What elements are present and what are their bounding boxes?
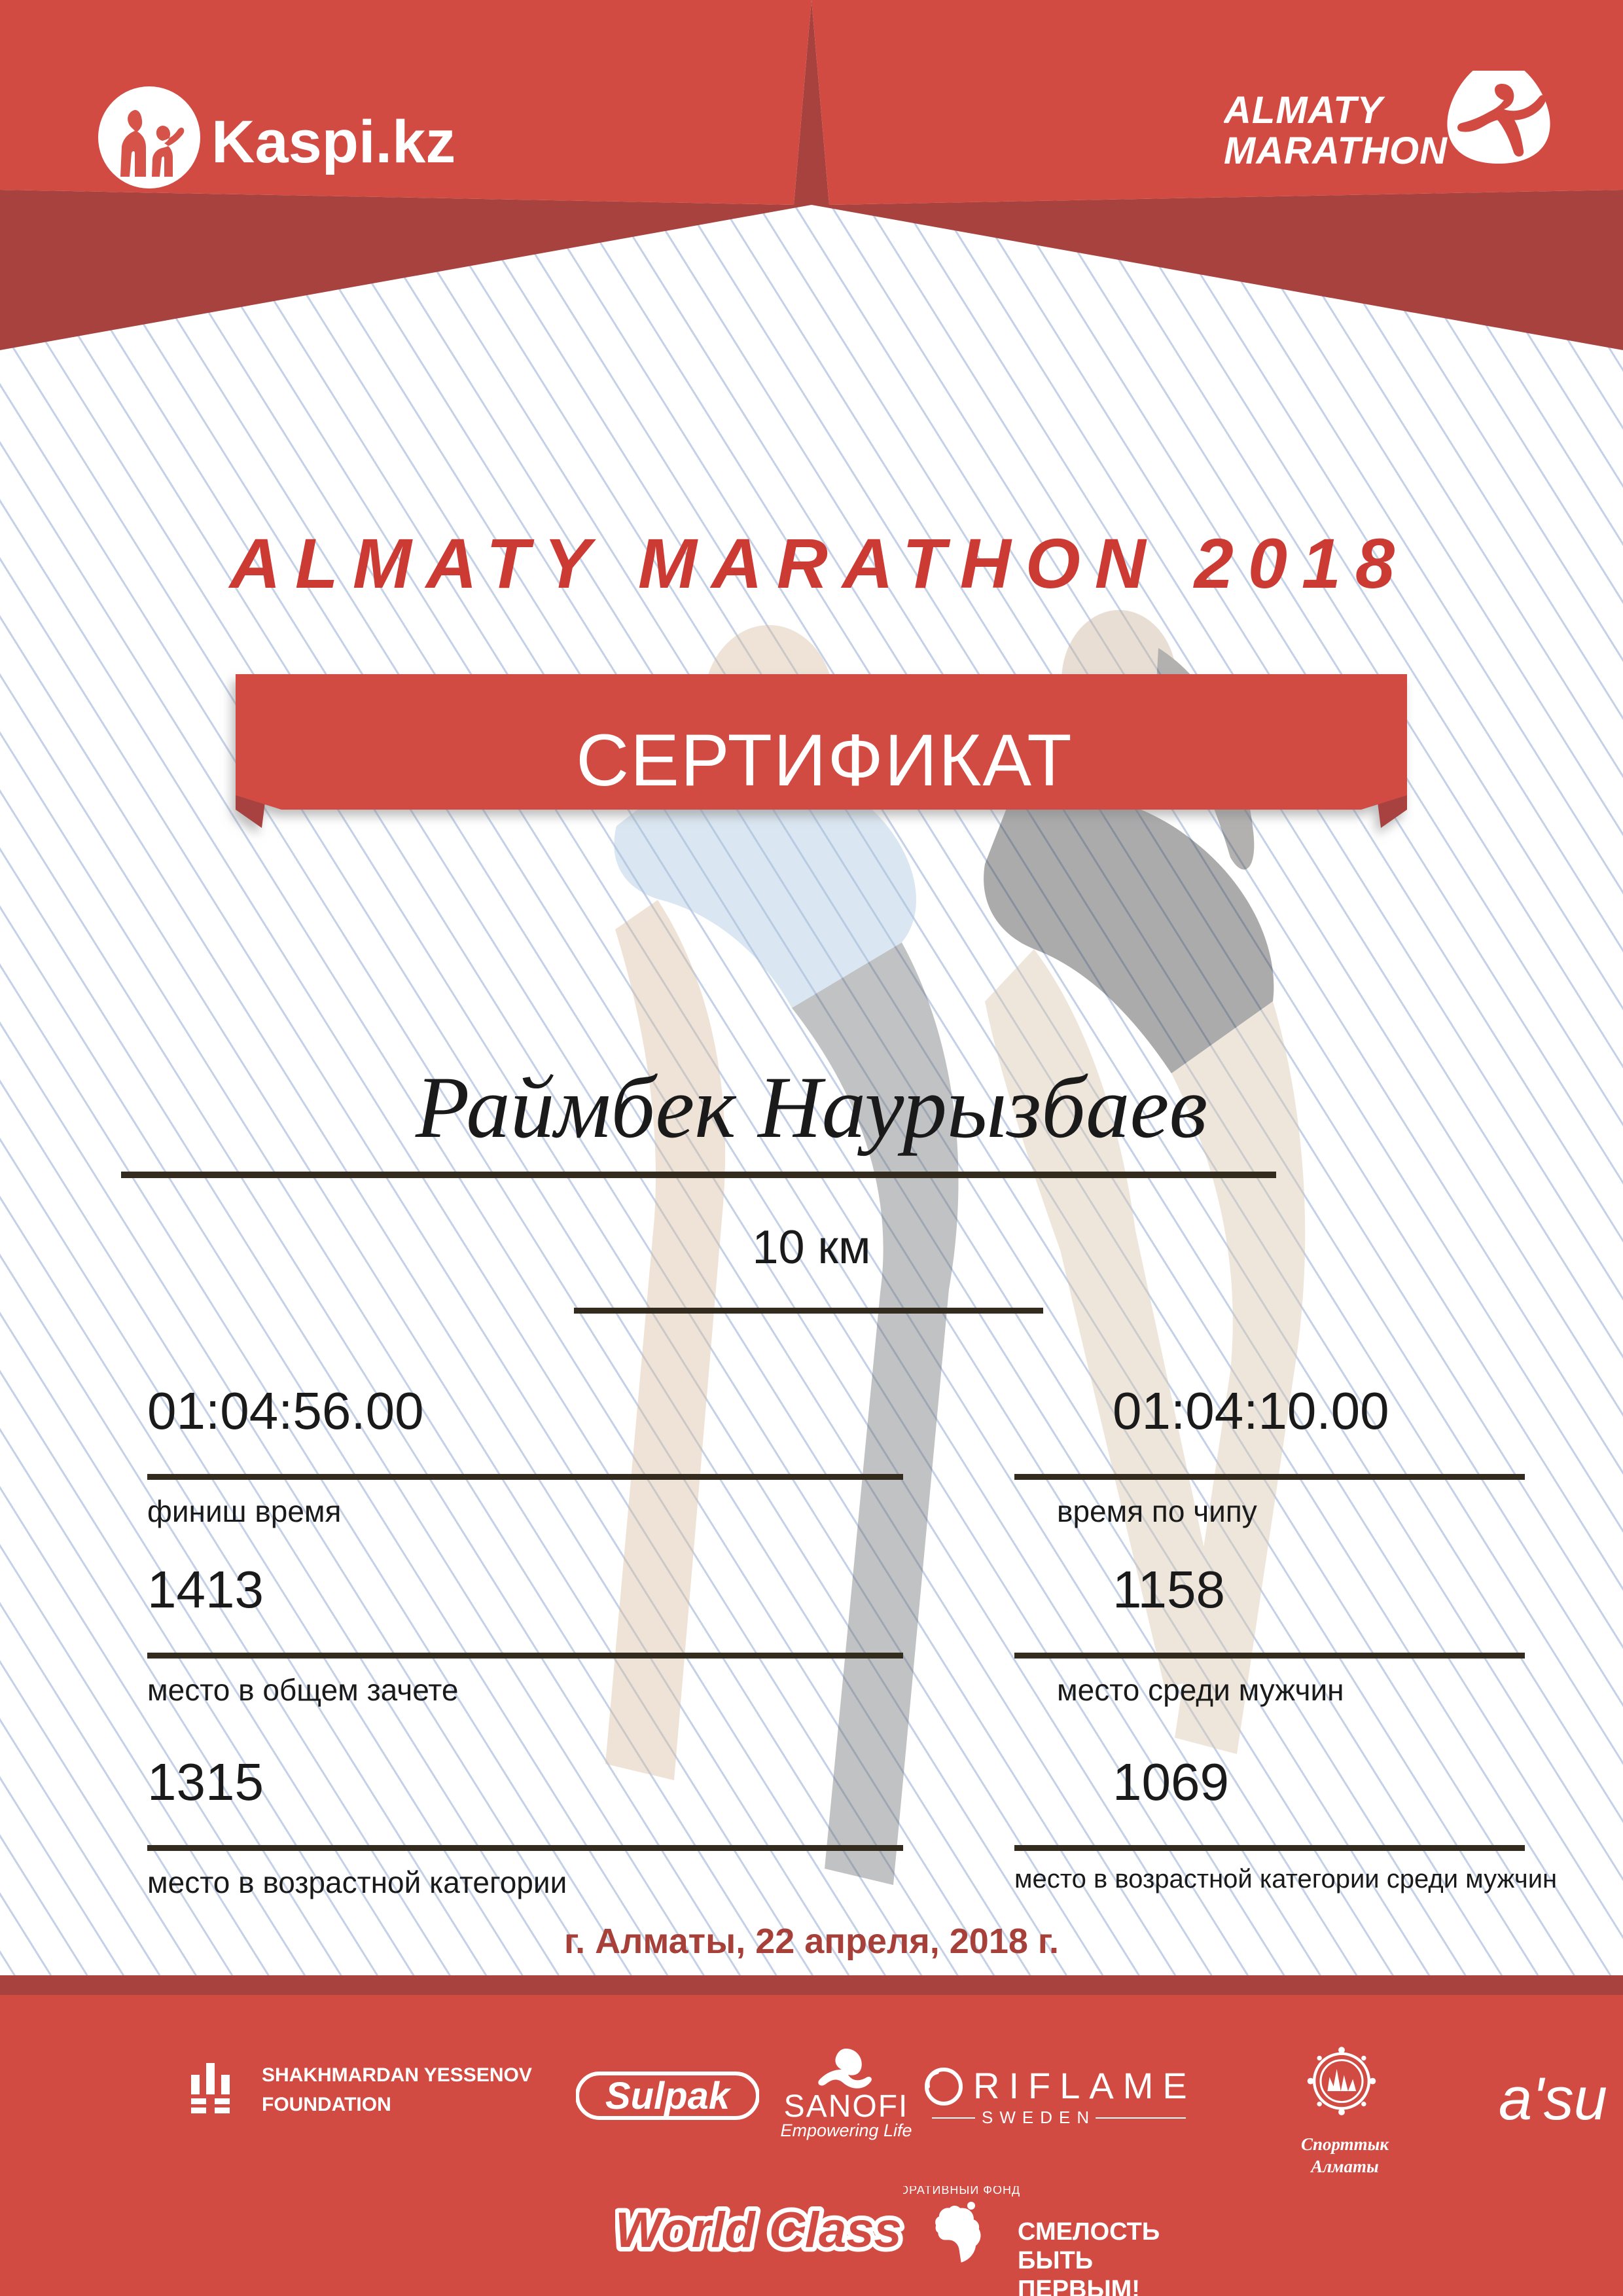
svg-text:Sulpak: Sulpak <box>605 2075 732 2117</box>
svg-text:СЕРТИФИКАТ: СЕРТИФИКАТ <box>576 719 1073 801</box>
svg-text:ALMATY: ALMATY <box>1224 89 1386 132</box>
svg-text:a'su: a'su <box>1499 2066 1607 2132</box>
svg-text:Empowering Life: Empowering Life <box>780 2121 912 2140</box>
svg-text:СМЕЛОСТЬ: СМЕЛОСТЬ <box>1018 2218 1160 2246</box>
svg-text:ПЕРВЫМ!: ПЕРВЫМ! <box>1018 2276 1140 2296</box>
svg-text:Kaspi.kz: Kaspi.kz <box>211 109 455 175</box>
svg-text:MARATHON: MARATHON <box>1224 130 1448 172</box>
svg-text:RIFLAME: RIFLAME <box>973 2065 1196 2106</box>
svg-text:SWEDEN: SWEDEN <box>982 2108 1096 2127</box>
svg-text:SANOFI: SANOFI <box>784 2089 909 2124</box>
svg-text:БЫТЬ: БЫТЬ <box>1018 2247 1093 2274</box>
svg-text:КОРПОРАТИВНЫЙ ФОНД: КОРПОРАТИВНЫЙ ФОНД <box>903 2186 1020 2197</box>
svg-text:World Class: World Class <box>615 2202 902 2258</box>
